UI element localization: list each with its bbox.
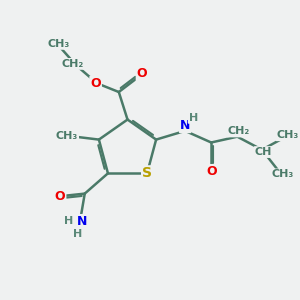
- Text: O: O: [137, 67, 147, 80]
- Text: H: H: [64, 216, 73, 226]
- Text: CH₃: CH₃: [276, 130, 298, 140]
- Text: H: H: [189, 113, 198, 123]
- Text: N: N: [180, 119, 190, 132]
- Text: CH₂: CH₂: [228, 127, 250, 136]
- Text: CH₃: CH₃: [56, 131, 78, 141]
- Text: H: H: [73, 229, 82, 239]
- Text: O: O: [55, 190, 65, 203]
- Text: S: S: [142, 166, 152, 180]
- Text: CH₃: CH₃: [272, 169, 294, 179]
- Text: O: O: [206, 165, 217, 178]
- Text: CH₂: CH₂: [61, 59, 84, 69]
- Text: O: O: [90, 77, 101, 90]
- Text: CH₃: CH₃: [48, 39, 70, 49]
- Text: N: N: [77, 215, 87, 228]
- Text: CH: CH: [255, 147, 272, 157]
